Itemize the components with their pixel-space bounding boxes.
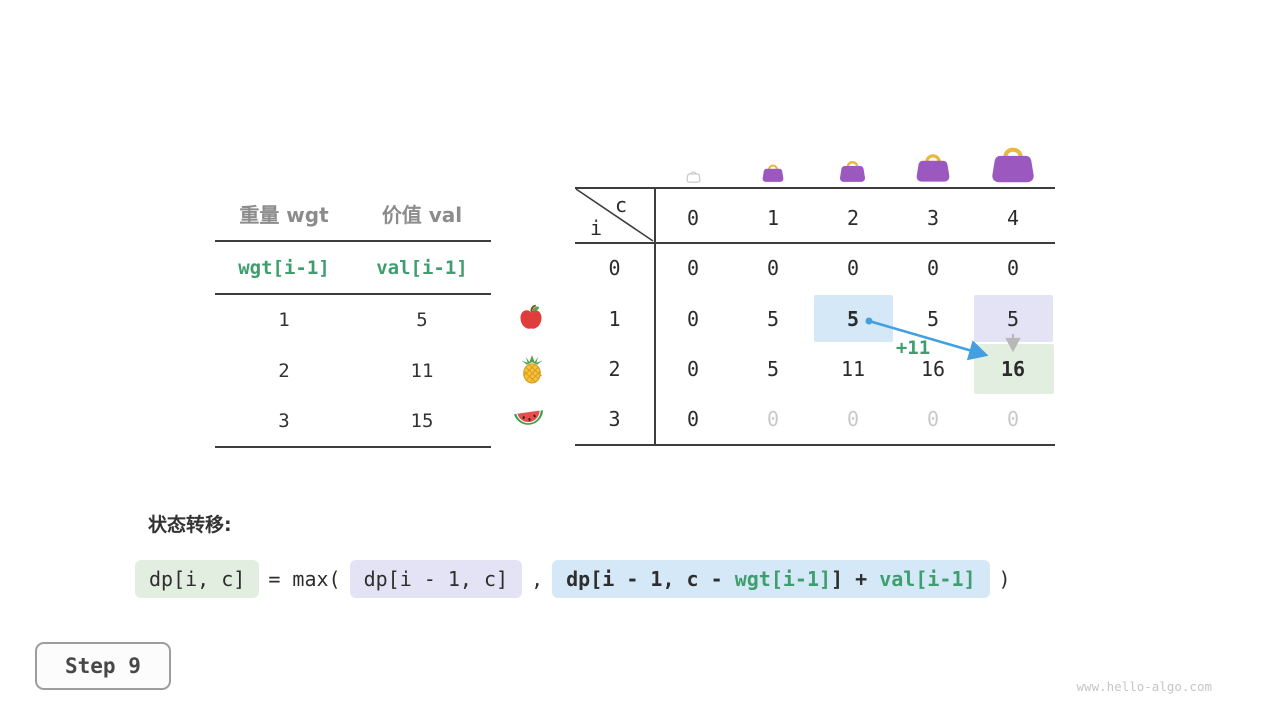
items-header-row: 重量 wgt 价值 val (215, 186, 491, 240)
dp-col-header: 0 (686, 206, 700, 230)
step-label: Step 9 (35, 642, 171, 690)
dp-row-label: 3 (608, 407, 621, 431)
dp-cell: 0 (766, 256, 780, 280)
dp-row-label: 1 (608, 306, 621, 331)
item-row: 3 15 (215, 396, 491, 446)
step-indicator: Step 9 (35, 642, 171, 690)
dp-cell: 16 (920, 357, 946, 381)
pineapple-icon (519, 354, 545, 388)
dp-cell-skip: 5 (1006, 306, 1020, 331)
dp-cell: 0 (686, 256, 700, 280)
dp-row-label: 0 (608, 256, 621, 280)
dp-cell: 0 (1006, 256, 1020, 280)
dp-cell-current: 16 (1000, 357, 1026, 381)
dp-col-header: 2 (846, 206, 860, 230)
bag-large-icon (914, 149, 952, 187)
item-val: 15 (410, 410, 434, 432)
formula-term-take-mid: ] + (831, 567, 880, 591)
dp-cell: 0 (926, 256, 940, 280)
bag-xlarge-icon (989, 141, 1037, 188)
formula-close-paren: ) (998, 567, 1011, 591)
dp-cell: 0 (686, 306, 700, 331)
items-index-row: wgt[i-1] val[i-1] (215, 242, 491, 293)
items-index-wgt: wgt[i-1] (238, 256, 330, 279)
transition-section-title: 状态转移: (148, 514, 232, 536)
formula-term-take-val: val[i-1] (879, 567, 976, 591)
bag-tiny-outline-icon (686, 168, 701, 187)
dp-cell-source: 5 (846, 306, 860, 331)
formula-term-take: dp[i - 1, c - wgt[i-1]] + val[i-1] (552, 560, 990, 598)
dp-cell: 5 (926, 306, 940, 331)
divider (654, 187, 656, 446)
transition-formula: dp[i, c] = max( dp[i - 1, c] , dp[i - 1,… (135, 560, 1011, 598)
dp-corner-col-label: c (614, 193, 628, 217)
bag-medium-icon (838, 157, 867, 187)
item-wgt: 1 (278, 309, 290, 331)
item-row: 2 11 (215, 345, 491, 396)
dp-cell: 0 (686, 407, 700, 431)
dp-col-header: 4 (1006, 206, 1020, 230)
items-header-weight: 重量 wgt (239, 202, 329, 227)
arrow-value-label: +11 (895, 337, 931, 359)
dp-cell: 0 (926, 407, 940, 431)
apple-icon (517, 304, 545, 336)
dp-col-header: 3 (926, 206, 940, 230)
divider (575, 187, 1055, 189)
item-val: 5 (416, 309, 428, 331)
items-table: 重量 wgt 价值 val wgt[i-1] val[i-1] 1 5 2 11… (215, 186, 491, 448)
formula-dp-current: dp[i, c] (135, 560, 260, 598)
item-wgt: 2 (278, 359, 290, 382)
formula-term-take-prefix: dp[i - 1, c - (566, 567, 735, 591)
divider (215, 240, 491, 242)
formula-term-take-wgt: wgt[i-1] (734, 567, 832, 591)
items-header-value: 价值 val (381, 202, 463, 227)
item-wgt: 3 (278, 410, 290, 432)
dp-corner-row-label: i (589, 216, 603, 240)
dp-col-header: 1 (766, 206, 780, 230)
dp-cell: 5 (766, 306, 780, 331)
divider (215, 446, 491, 448)
watermark: www.hello-algo.com (1076, 679, 1212, 694)
bag-small-icon (761, 161, 785, 187)
divider (575, 242, 1055, 244)
items-index-val: val[i-1] (376, 256, 468, 279)
formula-equals: = max( (268, 567, 341, 591)
divider (215, 293, 491, 295)
dp-cell: 5 (766, 357, 780, 381)
dp-cell: 0 (686, 357, 700, 381)
item-val: 11 (410, 359, 434, 382)
dp-cell: 0 (1006, 407, 1020, 431)
formula-term-skip: dp[i - 1, c] (349, 560, 523, 598)
dp-cell: 11 (840, 357, 866, 381)
watermelon-icon (513, 408, 546, 435)
item-row: 1 5 (215, 295, 491, 345)
dp-cell: 0 (846, 256, 860, 280)
dp-cell: 0 (766, 407, 780, 431)
divider (575, 444, 1055, 446)
dp-cell: 0 (846, 407, 860, 431)
dp-row-label: 2 (608, 357, 621, 381)
formula-comma: , (531, 567, 544, 591)
